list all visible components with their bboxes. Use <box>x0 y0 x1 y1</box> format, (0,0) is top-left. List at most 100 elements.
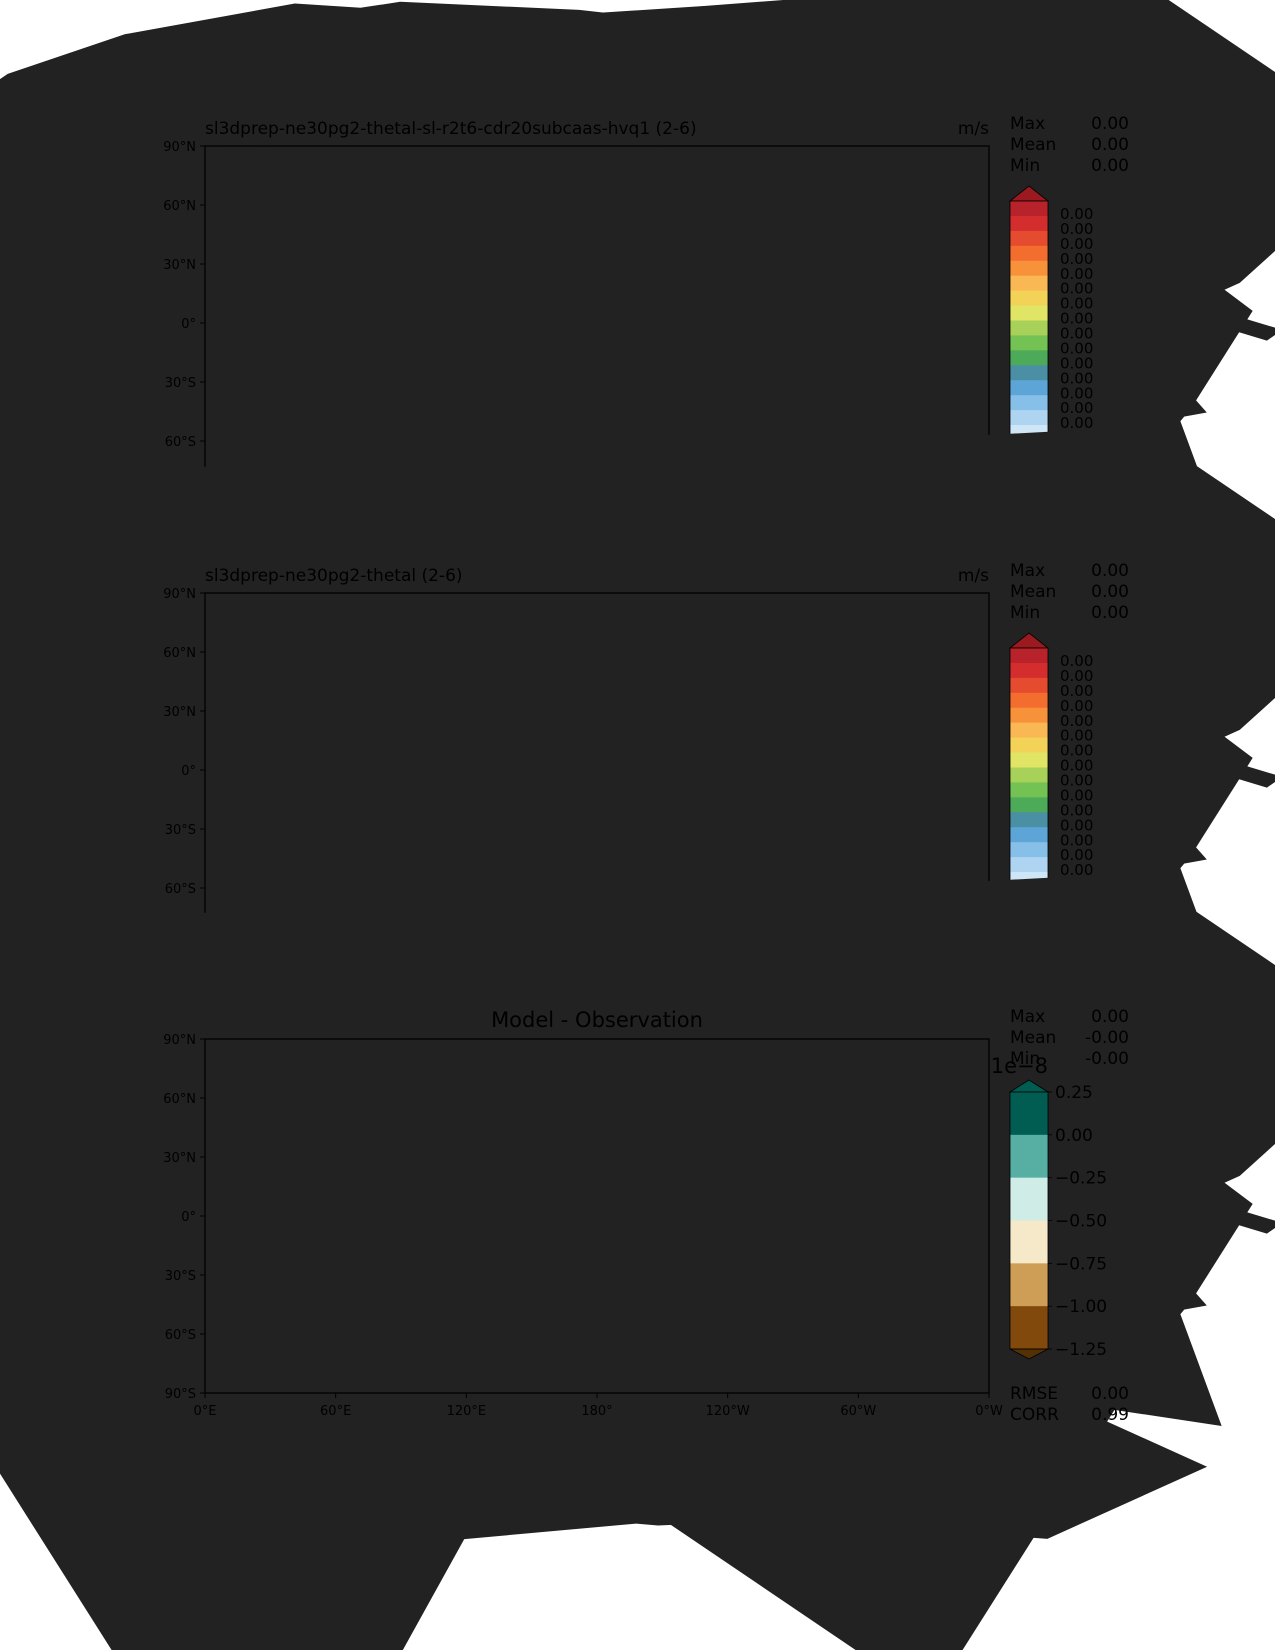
colorbar-label: 0.00 <box>1060 280 1093 298</box>
colorbar-swatch <box>1010 395 1048 411</box>
footer-stat-label: RMSE <box>1010 1384 1058 1404</box>
y-tick-label: 60°S <box>165 882 196 897</box>
colorbar-label: 0.00 <box>1060 861 1093 879</box>
colorbar-swatch <box>1010 380 1048 396</box>
colorbar-label: 0.00 <box>1060 265 1093 283</box>
y-tick-label: 0° <box>181 764 196 779</box>
panel-diff: 90°N 60°N 30°N 0° 30°S 60°S 90°S 0°E 60°E 120°E 18… <box>163 1007 1129 1425</box>
stat-value: 0.00 <box>1091 603 1129 623</box>
stat-value: 0.00 <box>1091 156 1129 176</box>
coastline-paths <box>205 1043 989 1369</box>
y-tick-label: 60°N <box>163 199 196 214</box>
y-tick-label: 30°N <box>163 1151 196 1166</box>
stat-value: 0.00 <box>1091 561 1129 581</box>
panel-units: m/s <box>958 566 989 586</box>
colorbar-swatch <box>1010 648 1048 664</box>
colorbar-label: 0.00 <box>1060 399 1093 417</box>
colorbar-label: 0.00 <box>1060 742 1093 760</box>
colorbar-label: 0.00 <box>1060 727 1093 745</box>
colorbar-label: 0.00 <box>1060 652 1093 670</box>
colorbar-label: −0.75 <box>1055 1254 1107 1274</box>
colorbar-label: 0.00 <box>1060 250 1093 268</box>
colorbar-swatch <box>1010 812 1048 828</box>
colorbar-label: −0.50 <box>1055 1212 1107 1232</box>
colorbar-swatch <box>1010 1177 1048 1221</box>
colorbar-swatch <box>1010 1263 1048 1307</box>
colorbar-swatch <box>1010 230 1048 247</box>
colorbar-swatch <box>1010 1092 1048 1136</box>
colorbar-label: 0.00 <box>1060 816 1093 834</box>
colorbar-label: 0.00 <box>1060 786 1093 804</box>
colorbar-swatch <box>1010 275 1048 292</box>
colorbar-label: −0.25 <box>1055 1169 1107 1189</box>
x-tick-label: 120°W <box>706 1404 750 1419</box>
colorbar-label: 0.00 <box>1060 310 1093 328</box>
x-tick-label: 0°E <box>194 1404 217 1419</box>
colorbar-label: 0.00 <box>1060 235 1093 253</box>
colorbar-label: 0.00 <box>1060 697 1093 715</box>
stat-label: Mean <box>1010 1028 1056 1048</box>
y-tick-label: 30°S <box>165 823 196 838</box>
colorbar-label: 0.00 <box>1060 220 1093 238</box>
colorbar-swatch <box>1010 350 1048 366</box>
panel-title: Model - Observation <box>491 1008 703 1032</box>
colorbar-swatch <box>1010 677 1048 694</box>
coastline-paths <box>205 150 989 476</box>
colorbar-swatch <box>1010 692 1048 709</box>
colorbar-swatch <box>1010 305 1048 321</box>
stat-value: -0.00 <box>1085 1049 1129 1069</box>
y-tick-label: 0° <box>181 1210 196 1225</box>
colorbar-label: 0.00 <box>1060 712 1093 730</box>
coastlines <box>205 150 989 476</box>
stat-label: Mean <box>1010 135 1056 155</box>
y-tick-label: 30°N <box>163 705 196 720</box>
y-tick-label: 30°N <box>163 258 196 273</box>
colorbar-label: 0.00 <box>1060 369 1093 387</box>
coastlines <box>205 1043 989 1369</box>
stat-label: Max <box>1010 114 1045 134</box>
colorbar-label: 0.00 <box>1060 801 1093 819</box>
panel-units: m/s <box>958 119 989 139</box>
y-tick-label: 30°S <box>165 1269 196 1284</box>
stat-label: Min <box>1010 156 1040 176</box>
stat-value: 0.00 <box>1091 582 1129 602</box>
colorbar-label: 0.00 <box>1060 205 1093 223</box>
colorbar-swatch <box>1010 842 1048 858</box>
colorbar-swatch <box>1010 410 1048 426</box>
colorbar-label: 0.00 <box>1060 414 1093 432</box>
stat-label: Max <box>1010 1007 1045 1027</box>
colorbar-label: 0.00 <box>1060 384 1093 402</box>
colorbar-label: 0.25 <box>1055 1083 1093 1103</box>
colorbar-swatch <box>1010 767 1048 783</box>
footer-stat-value: 0.99 <box>1091 1405 1129 1425</box>
footer-stat-label: CORR <box>1010 1405 1059 1425</box>
colorbar-label: 0.00 <box>1060 339 1093 357</box>
colorbar-swatch <box>1010 737 1048 754</box>
colorbar-exponent: 1e−8 <box>991 1054 1048 1078</box>
x-tick-label: 0°W <box>975 1404 1003 1419</box>
y-tick-label: 90°S <box>165 1387 196 1402</box>
colorbar-swatch <box>1010 290 1048 307</box>
stat-value: 0.00 <box>1091 1007 1129 1027</box>
colorbar-label: −1.25 <box>1055 1340 1107 1360</box>
colorbar-swatch <box>1010 335 1048 351</box>
y-tick-label: 90°N <box>163 140 196 155</box>
stat-label: Max <box>1010 561 1045 581</box>
stat-value: 0.00 <box>1091 135 1129 155</box>
footer-stat-value: 0.00 <box>1091 1384 1129 1404</box>
stat-label: Min <box>1010 603 1040 623</box>
colorbar-swatch <box>1010 707 1048 724</box>
x-tick-label: 120°E <box>447 1404 487 1419</box>
colorbar-label: 0.00 <box>1060 757 1093 775</box>
stat-value: 0.00 <box>1091 114 1129 134</box>
coastline-paths <box>205 597 989 923</box>
colorbar-swatch <box>1010 320 1048 336</box>
colorbar-label: 0.00 <box>1060 772 1093 790</box>
colorbar-swatch <box>1010 722 1048 739</box>
y-tick-label: 0° <box>181 317 196 332</box>
colorbar-swatch <box>1010 365 1048 381</box>
colorbar-swatch <box>1010 1306 1048 1350</box>
x-tick-label: 180° <box>581 1404 612 1419</box>
panel-title: sl3dprep-ne30pg2-thetal-sl-r2t6-cdr20sub… <box>205 119 697 139</box>
colorbar-label: 0.00 <box>1060 667 1093 685</box>
